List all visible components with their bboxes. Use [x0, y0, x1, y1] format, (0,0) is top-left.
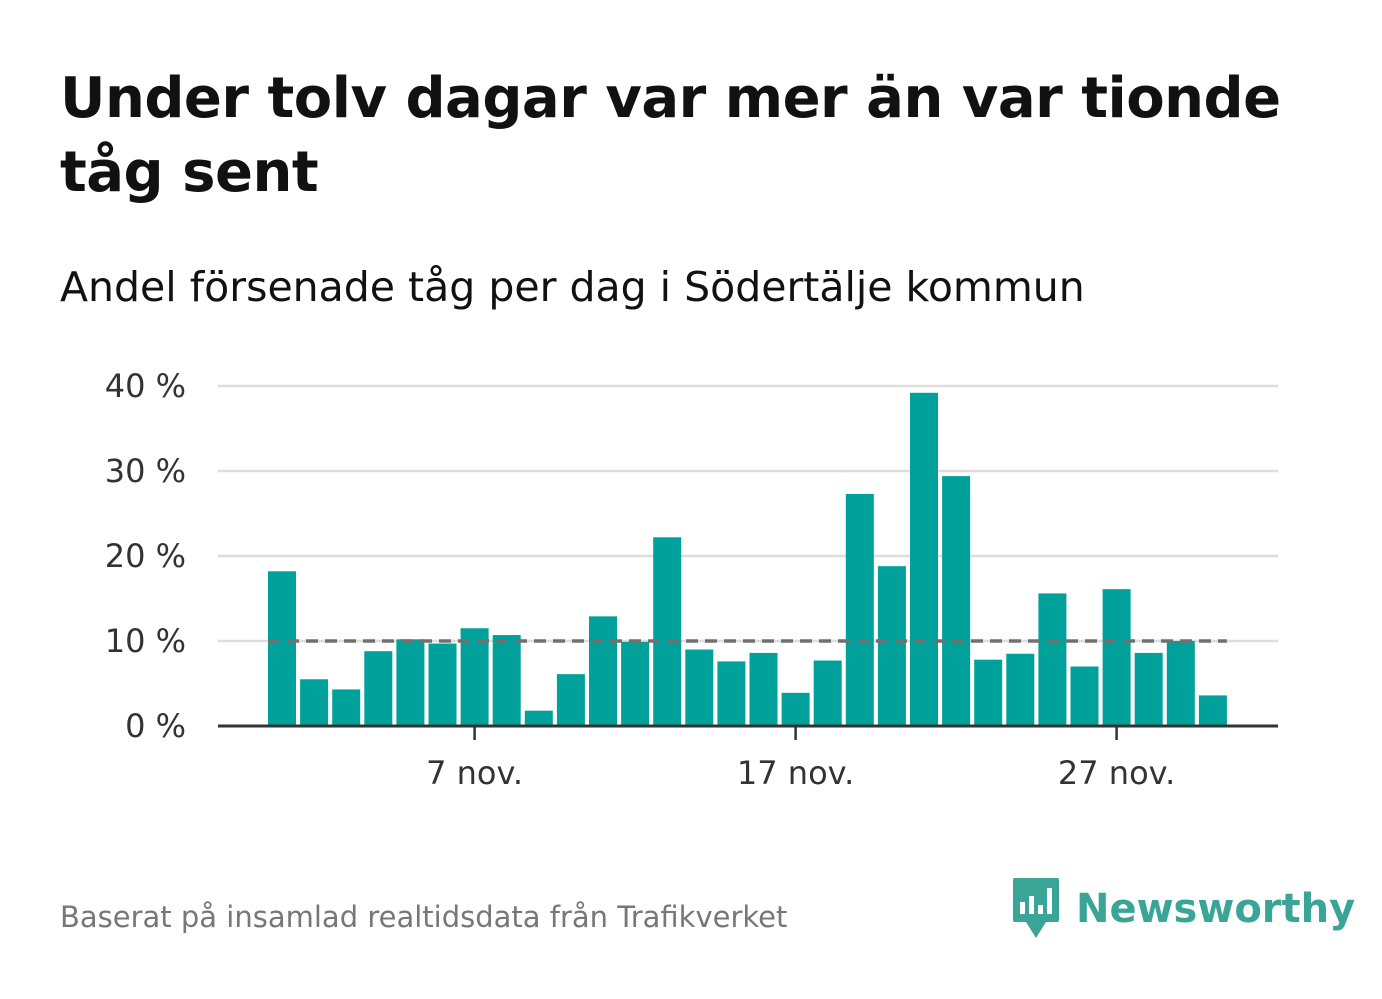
bar — [685, 649, 714, 726]
bar — [749, 652, 778, 726]
y-tick-label: 30 % — [105, 452, 186, 490]
x-tick-label: 17 nov. — [737, 754, 854, 792]
axes: 0 % 10 % 20 % 30 % 40 % 7 nov. 17 nov. 27 nov. — [105, 367, 1278, 792]
gridlines — [218, 384, 1278, 643]
bars — [268, 392, 1227, 726]
bar — [877, 566, 906, 726]
bar — [364, 651, 393, 726]
chart-title: Under tolv dagar var mer än var tionde t… — [60, 66, 1281, 205]
bar — [589, 616, 617, 726]
bar — [813, 660, 842, 726]
bar — [942, 476, 971, 726]
y-tick-label: 0 % — [125, 707, 186, 745]
bar — [653, 537, 682, 726]
newsworthy-logo-icon — [1013, 878, 1059, 938]
bar — [396, 639, 425, 726]
y-tick-label: 20 % — [105, 537, 186, 575]
bar — [974, 659, 1003, 726]
bar — [1006, 653, 1035, 726]
source-note: Baserat på insamlad realtidsdata från Tr… — [60, 900, 788, 934]
y-tick-label: 40 % — [105, 367, 186, 405]
bar — [717, 661, 746, 726]
bar — [1134, 652, 1163, 726]
bar — [781, 692, 810, 726]
y-tick-label: 10 % — [105, 622, 186, 660]
bar — [332, 689, 361, 726]
bar — [1198, 695, 1227, 726]
bar — [524, 710, 553, 726]
bar — [556, 674, 585, 726]
bar — [1102, 589, 1131, 726]
bar — [1166, 641, 1195, 726]
brand-logo: Newsworthy — [1010, 876, 1355, 942]
bar — [492, 635, 521, 726]
bar — [1070, 666, 1099, 726]
brand-name: Newsworthy — [1076, 886, 1356, 932]
bar — [1038, 593, 1067, 726]
x-tick-label: 27 nov. — [1058, 754, 1175, 792]
bar — [845, 493, 874, 726]
bar — [460, 628, 489, 726]
chart-subtitle: Andel försenade tåg per dag i Södertälje… — [60, 263, 1085, 311]
bar — [428, 643, 457, 726]
bar — [910, 392, 938, 726]
bar — [268, 571, 296, 726]
x-tick-label: 7 nov. — [426, 754, 523, 792]
bar — [621, 641, 650, 726]
bar — [300, 679, 329, 726]
